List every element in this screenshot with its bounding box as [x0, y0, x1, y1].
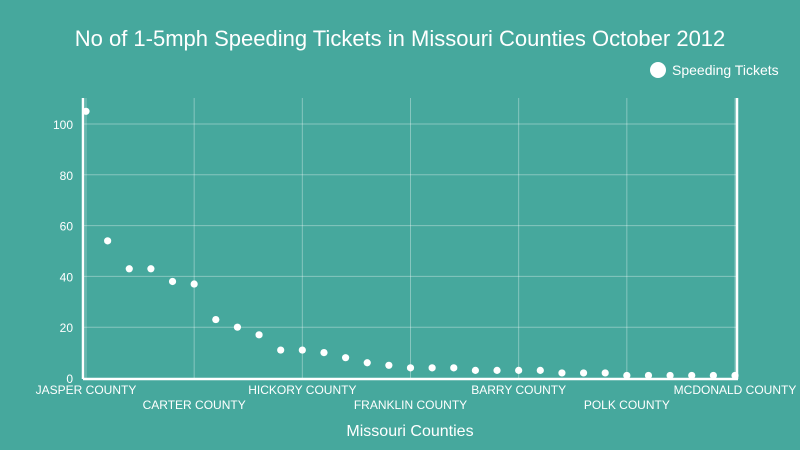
y-tick-label: 80 [60, 169, 74, 183]
legend-marker-icon [650, 62, 666, 78]
data-point [233, 323, 242, 331]
data-point [147, 265, 155, 273]
data-point [515, 366, 523, 374]
data-point [255, 331, 263, 339]
y-tick-label: 20 [60, 321, 74, 335]
data-point [471, 366, 479, 374]
data-point [666, 371, 674, 380]
data-point [363, 359, 371, 367]
data-point [125, 265, 133, 273]
data-point [644, 371, 653, 380]
data-point [709, 371, 717, 380]
data-point [688, 371, 696, 380]
data-point [450, 364, 458, 372]
data-point [168, 277, 177, 286]
y-tick-label: 100 [53, 118, 73, 132]
x-tick-label: HICKORY COUNTY [248, 383, 356, 397]
data-point [623, 371, 631, 380]
data-point [493, 366, 501, 374]
y-tick-label: 40 [60, 270, 74, 284]
data-point [558, 369, 566, 377]
data-point [731, 371, 739, 380]
data-point [104, 237, 112, 245]
data-point [601, 369, 609, 377]
data-point [190, 280, 198, 288]
data-point [212, 315, 220, 324]
data-point [406, 364, 415, 372]
data-point [536, 366, 544, 374]
data-point [579, 369, 588, 377]
x-tick-label: BARRY COUNTY [471, 383, 566, 397]
data-point [428, 364, 436, 372]
x-tick-label: JASPER COUNTY [36, 383, 137, 397]
data-point [82, 107, 90, 115]
legend[interactable]: Speeding Tickets [650, 62, 779, 78]
y-tick-label: 0 [66, 372, 73, 386]
x-tick-label: CARTER COUNTY [143, 398, 246, 412]
x-tick-label: MCDONALD COUNTY [674, 383, 797, 397]
data-point [277, 346, 285, 354]
data-point [298, 346, 306, 354]
data-point [385, 361, 393, 369]
chart-title: No of 1-5mph Speeding Tickets in Missour… [74, 26, 726, 51]
data-point [342, 354, 350, 362]
data-point [320, 349, 328, 357]
y-tick-label: 60 [60, 220, 74, 234]
x-axis-title: Missouri Counties [346, 423, 473, 440]
legend-label: Speeding Tickets [672, 62, 779, 78]
x-tick-label: POLK COUNTY [584, 398, 670, 412]
x-tick-label: FRANKLIN COUNTY [354, 398, 467, 412]
